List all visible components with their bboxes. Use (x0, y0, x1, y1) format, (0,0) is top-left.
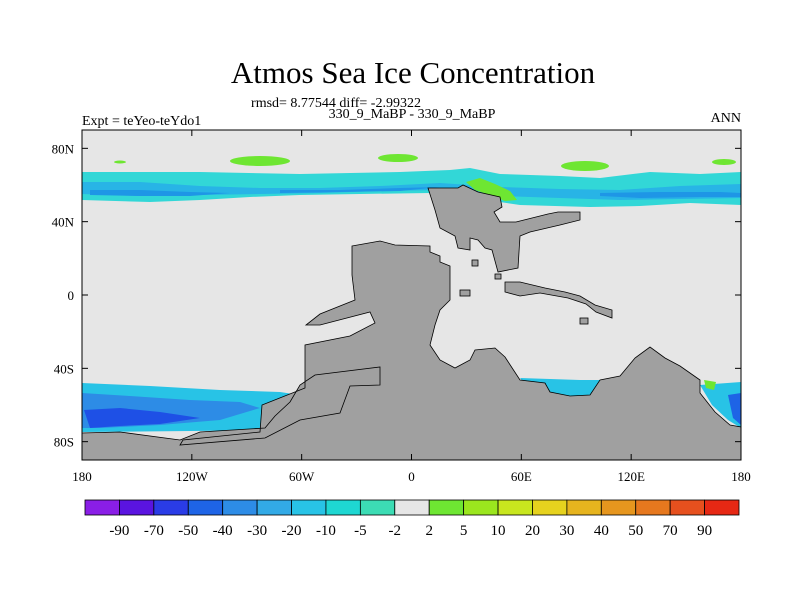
colorbar-swatch (222, 499, 258, 516)
positive-patch-arctic-5 (114, 160, 126, 164)
south-ice-dark (84, 408, 200, 428)
colorbar-swatch (704, 499, 740, 516)
land-island-4 (494, 273, 502, 280)
x-tick-label: 60W (289, 469, 315, 484)
colorbar-label: 5 (460, 523, 468, 539)
colorbar-label: 50 (628, 523, 643, 539)
colorbar: -90 -70 -50 -40 -30 -20 -10 -5 -2 2 5 10 20 30 40 50 70 9… (84, 499, 740, 539)
positive-patch-arctic-4 (712, 159, 736, 165)
colorbar-swatch (566, 499, 602, 516)
season-label: ANN (711, 111, 741, 126)
x-tick-label: 180 (731, 469, 751, 484)
colorbar-swatch (359, 499, 396, 516)
x-tick-label: 0 (408, 469, 415, 484)
x-tick-label: 120W (176, 469, 209, 484)
north-ice-band-dark-2 (280, 187, 440, 193)
land-southeast-asia (504, 281, 613, 319)
colorbar-swatch (497, 499, 533, 516)
stats-label: rmsd= 8.77544 diff= -2.99322 (251, 96, 421, 111)
colorbar-swatch (187, 499, 224, 516)
colorbar-swatch (325, 499, 361, 516)
colorbar-label: 20 (525, 523, 540, 539)
north-ice-band-mid (82, 182, 741, 200)
experiment-dates-label: 330_9_MaBP - 330_9_MaBP (329, 107, 496, 122)
colorbar-label: -70 (144, 523, 164, 539)
map-plot (81, 129, 742, 461)
colorbar-label: -2 (389, 523, 402, 539)
x-tick-label: 120E (617, 469, 645, 484)
colorbar-swatch (532, 499, 568, 516)
colorbar-swatch (153, 499, 189, 516)
axis-ticks: 180 120W 60W 0 60E 120E 180 80N 40N 0 40S 80S (52, 130, 751, 484)
positive-patch-arctic-3 (561, 161, 609, 171)
colorbar-swatch (428, 499, 465, 516)
land-asia (427, 184, 581, 273)
x-tick-label: 180 (72, 469, 92, 484)
land-island-2 (579, 317, 589, 325)
colorbar-label: 90 (697, 523, 712, 539)
colorbar-label: 2 (425, 523, 433, 539)
north-ice-band-dark (90, 190, 741, 198)
colorbar-label: -50 (178, 523, 198, 539)
experiment-label: Expt = teYeo-teYdo1 (82, 114, 201, 129)
colorbar-swatch (84, 499, 120, 516)
south-ice-pacific-east (700, 382, 741, 428)
positive-patch-barents (466, 178, 517, 201)
positive-patch-arctic-2 (378, 154, 418, 162)
chart-title: Atmos Sea Ice Concentration (231, 55, 596, 90)
colorbar-label: -5 (354, 523, 367, 539)
colorbar-swatch (394, 499, 430, 516)
colorbar-swatch (669, 499, 705, 516)
colorbar-swatch (600, 499, 637, 516)
colorbar-label: -90 (109, 523, 129, 539)
colorbar-swatch (291, 499, 327, 516)
land-americas-africa (81, 240, 742, 461)
land-island-3 (471, 259, 479, 267)
colorbar-swatch (256, 499, 292, 516)
y-tick-label: 80N (52, 141, 75, 156)
colorbar-swatch (463, 499, 499, 516)
colorbar-label: -20 (282, 523, 302, 539)
colorbar-label: 10 (491, 523, 506, 539)
colorbar-label: -40 (213, 523, 233, 539)
y-tick-label: 0 (68, 288, 75, 303)
colorbar-swatch (635, 499, 671, 516)
positive-patch-arctic-1 (230, 156, 290, 166)
y-tick-label: 40S (54, 361, 74, 376)
y-tick-label: 40N (52, 215, 75, 230)
south-ice-pacific-east-dark (728, 393, 741, 425)
y-tick-label: 80S (54, 435, 74, 450)
colorbar-label: -30 (247, 523, 267, 539)
x-tick-label: 60E (511, 469, 532, 484)
positive-patch-south (704, 380, 716, 390)
colorbar-swatch (119, 499, 155, 516)
colorbar-label: 30 (559, 523, 574, 539)
colorbar-label: -10 (316, 523, 336, 539)
colorbar-label: 40 (594, 523, 609, 539)
land-island-1 (459, 289, 471, 297)
colorbar-label: 70 (663, 523, 678, 539)
